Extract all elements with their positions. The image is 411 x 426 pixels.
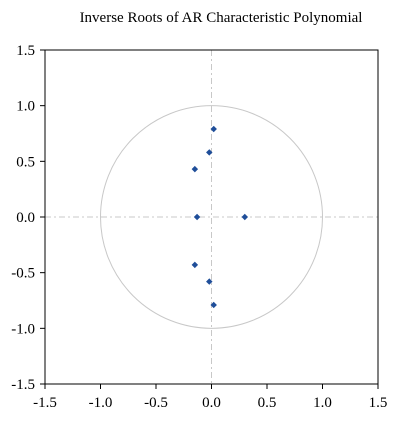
points-layer: [191, 125, 249, 309]
y-tick-label: -0.5: [11, 266, 35, 282]
inverse-root-point: [210, 125, 217, 133]
inverse-root-point: [210, 301, 217, 309]
inverse-root-point: [206, 278, 213, 285]
x-tick-label: -1.0: [89, 395, 113, 411]
x-tick-label: 1.0: [313, 395, 332, 411]
x-tick-label: 0.0: [202, 395, 221, 411]
y-tick-label: -1.0: [11, 321, 35, 337]
inverse-root-point: [241, 213, 249, 221]
inverse-root-point: [193, 213, 201, 221]
plot-frame: [44, 49, 379, 385]
y-tick-label: 0.5: [16, 154, 35, 170]
x-tick-label: 0.5: [258, 395, 277, 411]
chart-title: Inverse Roots of AR Characteristic Polyn…: [80, 10, 363, 26]
inverse-root-point: [191, 165, 199, 173]
inverse-root-point: [206, 149, 213, 156]
y-tick-label: 1.5: [16, 43, 35, 59]
ticks-layer: -1.5 -1.0 -0.5 0.0 0.5 1.0 1.5 1.5 1.0 0.5 0.0 -0.5…: [11, 43, 387, 411]
y-tick-label: 1.0: [16, 99, 35, 115]
inverse-root-point: [191, 261, 199, 269]
x-tick-label: -1.5: [33, 395, 57, 411]
x-tick-label: 1.5: [369, 395, 388, 411]
unit-circle: [100, 105, 323, 329]
y-tick-label: 0.0: [16, 210, 35, 226]
x-tick-label: -0.5: [144, 395, 168, 411]
y-tick-label: -1.5: [11, 377, 35, 393]
reference-layer: [45, 50, 378, 384]
